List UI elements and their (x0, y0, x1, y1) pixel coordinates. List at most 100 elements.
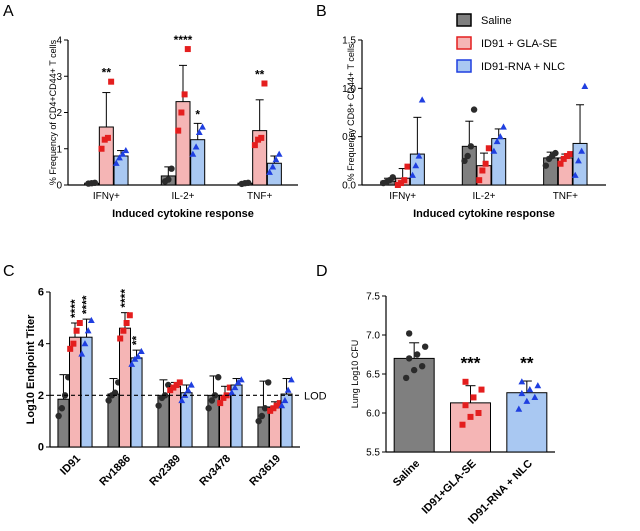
data-point (234, 378, 242, 386)
data-point (581, 82, 589, 89)
category-label: IFNγ+ (389, 191, 416, 202)
data-point (258, 134, 265, 141)
data-point (199, 123, 206, 130)
data-point (137, 347, 145, 355)
data-point (515, 405, 523, 412)
data-point (112, 159, 120, 166)
y-axis-title: Lung Log10 CFU (350, 340, 360, 409)
data-point (552, 149, 559, 157)
data-point (205, 405, 212, 412)
significance-label: **** (80, 295, 94, 314)
data-point (251, 142, 258, 149)
data-point (126, 312, 133, 319)
data-point (560, 155, 567, 162)
data-point (220, 394, 227, 401)
y-tick-label: 4 (56, 36, 62, 47)
data-point (467, 413, 474, 420)
significance-label: ** (520, 353, 534, 372)
data-point (111, 389, 119, 396)
data-point (170, 384, 177, 391)
y-tick-label: 0.0 (342, 181, 356, 192)
data-point (128, 360, 136, 367)
data-point (120, 327, 127, 334)
data-point (401, 177, 408, 184)
data-point (55, 412, 62, 420)
data-point (176, 379, 183, 386)
data-point (467, 143, 475, 150)
data-point (195, 128, 203, 136)
data-point (284, 386, 292, 393)
data-point (184, 386, 192, 393)
data-point (575, 157, 582, 164)
legend-swatch (456, 36, 472, 50)
y-axis-title: % Frequency CD8+ CD44+ T cells (346, 43, 356, 181)
data-point (485, 145, 492, 152)
data-point (269, 163, 277, 170)
y-tick-label: 2 (38, 390, 44, 402)
data-point (175, 127, 182, 134)
data-point (181, 91, 188, 98)
data-point (104, 134, 111, 141)
data-point (131, 355, 139, 362)
significance-label: ** (102, 66, 112, 80)
significance-label: **** (118, 289, 132, 308)
data-point (98, 145, 105, 152)
y-tick-label: 7.5 (366, 292, 380, 303)
data-point (398, 180, 405, 187)
legend-swatch (456, 59, 472, 73)
data-point (413, 351, 421, 358)
y-tick-label: 4 (38, 338, 45, 350)
data-point (217, 400, 224, 407)
category-label: Rv3619 (247, 453, 283, 489)
category-label: ID91+GLA-SE (420, 458, 479, 517)
bar (450, 402, 491, 453)
bar (409, 153, 425, 186)
data-point (255, 417, 262, 425)
data-point (266, 168, 273, 175)
category-label: Rv2389 (147, 453, 183, 489)
data-point (167, 387, 174, 394)
bar (543, 157, 559, 186)
category-label: Rv3478 (197, 453, 233, 489)
data-point (211, 392, 219, 399)
significance-label: * (195, 107, 200, 121)
data-point (405, 355, 413, 362)
data-point (523, 397, 531, 404)
data-point (462, 378, 469, 385)
data-point (168, 165, 175, 172)
significance-label: ** (255, 68, 265, 82)
y-tick-label: 7.0 (366, 331, 380, 342)
bar (572, 142, 588, 186)
data-point (275, 150, 283, 157)
y-tick-label: 0 (38, 442, 44, 454)
data-point (500, 123, 507, 130)
data-point (459, 421, 466, 428)
data-point (73, 327, 80, 334)
data-point (534, 382, 542, 389)
y-tick-label: 6 (38, 287, 44, 299)
data-point (189, 150, 197, 157)
bar (461, 145, 477, 186)
data-point (418, 96, 426, 103)
data-point (404, 163, 411, 170)
data-point (87, 316, 95, 324)
legend-swatch (456, 13, 472, 27)
data-point (475, 410, 482, 416)
data-point (578, 147, 586, 154)
y-tick-label: 2 (56, 108, 62, 119)
data-point (409, 171, 416, 178)
data-point (490, 147, 498, 154)
data-point (184, 46, 191, 53)
data-point (215, 374, 222, 381)
category-label: IL-2+ (171, 191, 194, 202)
data-point (105, 397, 112, 404)
data-point (461, 157, 468, 165)
data-point (421, 343, 429, 350)
y-axis-title: % Frequency of CD4+CD44+ T cells (48, 39, 58, 185)
category-label: IL-2+ (472, 191, 495, 202)
significance-label: ** (130, 335, 144, 345)
data-point (415, 152, 423, 159)
y-tick-label: 3 (56, 72, 62, 83)
data-point (155, 402, 162, 409)
